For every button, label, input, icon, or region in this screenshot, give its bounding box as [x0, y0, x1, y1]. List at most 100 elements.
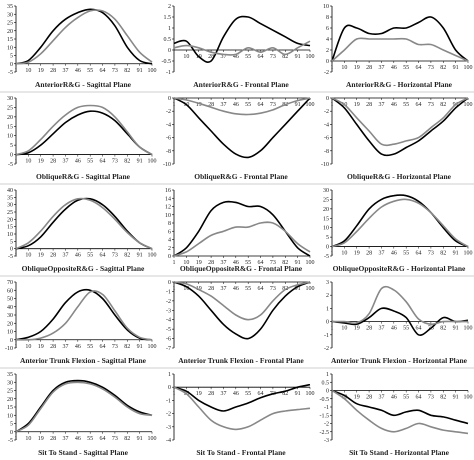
x-tick-label: 64	[258, 54, 264, 60]
series-line-1	[173, 15, 311, 63]
panel-title: Anterior Trunk Flexion - Frontal Plane	[178, 356, 304, 365]
x-tick-label: 1	[331, 395, 334, 401]
x-tick-label: 55	[87, 68, 93, 74]
y-tick-label: -3	[324, 438, 329, 444]
panel-title: ObliqueR&G - Frontal Plane	[194, 172, 288, 181]
y-tick-label: 0.5	[164, 37, 172, 43]
series-line-1	[331, 16, 469, 62]
y-tick-label: 40	[7, 305, 13, 311]
y-tick-label: 0	[10, 430, 13, 436]
x-tick-label: 28	[208, 286, 214, 292]
y-tick-label: 8	[326, 15, 329, 21]
panel-13: -5 0 5 10 15 20 25 30 35 1 10 19 28 37 46 55 64 73 82 91 100…	[7, 372, 157, 457]
x-tick-label: 73	[428, 65, 434, 71]
x-tick-label: 1	[331, 251, 334, 257]
y-tick-label: -5	[8, 438, 13, 444]
y-tick-label: 50	[7, 297, 13, 303]
x-tick-label: 64	[416, 326, 422, 332]
x-tick-label: 19	[196, 260, 202, 266]
x-tick-label: 73	[112, 344, 118, 350]
y-tick-label: 3	[326, 280, 329, 286]
y-tick-label: 25	[323, 197, 329, 203]
series-line-2	[173, 97, 311, 116]
x-tick-label: 28	[50, 344, 56, 350]
x-tick-label: 37	[220, 102, 226, 108]
x-tick-label: 28	[50, 436, 56, 442]
x-tick-label: 55	[403, 395, 409, 401]
y-tick-label: 40	[7, 188, 13, 194]
y-tick-label: 12	[165, 205, 171, 211]
y-tick-label: -0.5	[320, 397, 330, 403]
x-tick-label: 28	[366, 102, 372, 108]
y-tick-label: 25	[7, 105, 13, 111]
series-line-1	[331, 307, 469, 336]
x-tick-label: 55	[403, 102, 409, 108]
y-tick-label: 15	[7, 405, 13, 411]
x-tick-label: 55	[403, 65, 409, 71]
y-tick-label: -4	[166, 438, 171, 444]
x-tick-label: 100	[464, 102, 473, 108]
x-tick-label: 10	[341, 65, 347, 71]
y-tick-label: -1.5	[320, 413, 330, 419]
y-tick-label: 2	[168, 246, 171, 252]
panel-title: Anterior Trunk Flexion - Sagittal Plane	[20, 356, 147, 365]
series-line-1	[15, 197, 153, 250]
x-tick-label: 28	[208, 54, 214, 60]
y-tick-label: -2	[166, 299, 171, 305]
y-tick-label: 15	[323, 216, 329, 222]
y-tick-label: 0	[326, 389, 329, 395]
y-tick-label: 5	[10, 54, 13, 60]
series-line-2	[173, 386, 311, 431]
series-line-1	[331, 389, 469, 425]
x-tick-label: 10	[25, 68, 31, 74]
y-tick-label: 5	[10, 239, 13, 245]
x-tick-label: 100	[464, 65, 473, 71]
y-tick-label: -2	[324, 70, 329, 76]
y-tick-label: 0	[326, 59, 329, 65]
panel-title: AnteriorR&G - Sagittal Plane	[35, 80, 132, 89]
x-tick-label: 28	[50, 253, 56, 259]
series-line-2	[331, 389, 469, 435]
x-tick-label: 82	[124, 159, 130, 165]
x-tick-label: 64	[416, 395, 422, 401]
panel-title: ObliqueOppositeR&G - Sagittal Plane	[22, 264, 145, 273]
series-line-1	[15, 8, 153, 65]
y-tick-label: -2	[166, 109, 171, 115]
x-tick-label: 82	[440, 326, 446, 332]
x-tick-label: 28	[208, 260, 214, 266]
x-tick-label: 28	[50, 68, 56, 74]
series-line-1	[173, 200, 311, 257]
y-tick-label: 25	[7, 21, 13, 27]
y-tick-label: -10	[163, 162, 171, 168]
panel-5: -10-8-6-4-201 10 19 28 37 46 55 64 73 82 91 100Obli…	[163, 96, 315, 181]
x-tick-label: 10	[341, 395, 347, 401]
series-line-2	[15, 9, 153, 65]
x-tick-label: 1	[331, 65, 334, 71]
x-tick-label: 82	[440, 102, 446, 108]
x-tick-label: 82	[440, 65, 446, 71]
x-tick-label: 10	[183, 54, 189, 60]
y-tick-label: 0	[10, 153, 13, 159]
x-tick-label: 73	[270, 102, 276, 108]
series-line-1	[173, 383, 311, 412]
y-tick-label: -0.5	[162, 59, 172, 65]
series-line-1	[15, 288, 153, 341]
panel-title: AnteriorR&G - Horizontal Plane	[346, 80, 453, 89]
y-tick-label: 15	[7, 124, 13, 130]
x-tick-label: 91	[137, 436, 143, 442]
y-tick-label: 5	[10, 143, 13, 149]
y-tick-label: 10	[7, 45, 13, 51]
y-tick-label: 0	[168, 96, 171, 102]
x-tick-label: 19	[38, 68, 44, 74]
y-tick-label: 0	[168, 385, 171, 391]
y-tick-label: 0	[326, 245, 329, 251]
x-tick-label: 28	[366, 395, 372, 401]
x-tick-label: 37	[62, 159, 68, 165]
panel-title: ObliqueOppositeR&G - Frontal Plane	[180, 264, 303, 273]
x-tick-label: 28	[50, 159, 56, 165]
y-tick-label: -5	[8, 254, 13, 260]
x-tick-label: 91	[295, 260, 301, 266]
x-tick-label: 100	[148, 68, 157, 74]
x-tick-label: 91	[137, 68, 143, 74]
